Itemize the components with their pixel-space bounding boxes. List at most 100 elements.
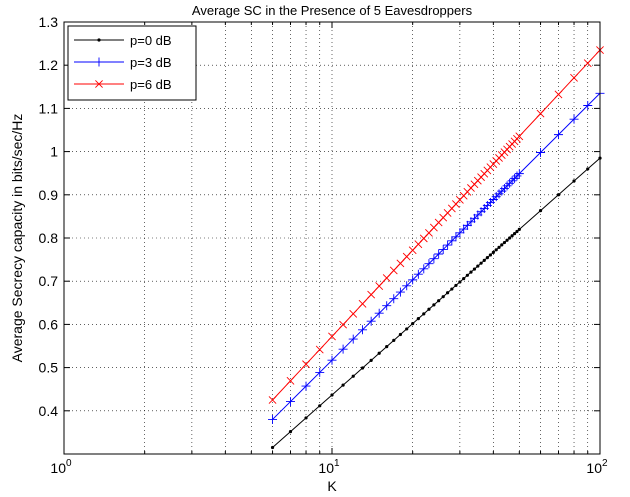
data-point bbox=[268, 396, 277, 404]
data-point bbox=[341, 383, 345, 387]
data-point bbox=[469, 270, 473, 274]
series-p-6-db bbox=[268, 46, 604, 404]
data-point bbox=[517, 227, 521, 231]
data-point bbox=[583, 100, 593, 110]
data-point bbox=[488, 253, 493, 257]
data-point bbox=[385, 345, 389, 349]
data-point bbox=[586, 167, 590, 171]
data-point bbox=[358, 325, 368, 335]
data-point bbox=[476, 264, 480, 268]
data-point bbox=[491, 250, 495, 254]
data-point bbox=[270, 445, 275, 450]
data-point bbox=[95, 80, 103, 88]
data-point bbox=[447, 236, 457, 246]
data-point bbox=[538, 209, 543, 213]
data-point bbox=[438, 244, 448, 254]
y-tick-label: 0.7 bbox=[39, 273, 59, 289]
x-tick-labels: 100 101 102 bbox=[50, 458, 608, 476]
data-point bbox=[429, 254, 439, 264]
y-tick-label: 0.6 bbox=[39, 316, 59, 332]
data-point bbox=[454, 283, 458, 288]
data-point bbox=[465, 273, 469, 277]
legend-label: p=6 dB bbox=[130, 77, 172, 92]
data-point bbox=[338, 344, 348, 354]
data-point bbox=[462, 220, 472, 230]
data-point bbox=[348, 334, 358, 344]
data-point bbox=[408, 275, 418, 285]
legend: p=0 dB p=3 dB p=6 dB bbox=[67, 25, 197, 101]
data-point bbox=[422, 312, 426, 316]
data-point bbox=[288, 430, 293, 434]
data-point bbox=[510, 234, 514, 238]
x-tick-label: 101 bbox=[318, 458, 340, 476]
data-point bbox=[455, 228, 465, 238]
y-tick-label: 0.4 bbox=[39, 403, 59, 419]
data-point bbox=[302, 360, 310, 369]
data-point bbox=[360, 366, 365, 370]
data-point bbox=[351, 374, 355, 378]
data-point bbox=[443, 240, 453, 250]
data-point bbox=[375, 282, 384, 290]
data-point bbox=[427, 307, 431, 311]
y-tick-label: 0.5 bbox=[39, 360, 59, 376]
data-point bbox=[396, 259, 405, 268]
x-axis-label: K bbox=[327, 478, 337, 494]
data-point bbox=[301, 381, 311, 391]
data-point bbox=[536, 109, 545, 118]
data-point bbox=[339, 320, 348, 329]
y-tick-label: 1 bbox=[50, 144, 58, 160]
data-point bbox=[97, 38, 101, 42]
data-point bbox=[437, 299, 441, 303]
data-point bbox=[510, 173, 520, 183]
data-point bbox=[369, 358, 373, 362]
data-point bbox=[389, 266, 398, 275]
data-point bbox=[413, 269, 423, 279]
data-point bbox=[367, 290, 376, 299]
legend-item: p=0 dB bbox=[74, 33, 172, 48]
y-axis-label: Average Secrecy capacity in bits/sec/Hz bbox=[9, 114, 25, 363]
data-point bbox=[268, 414, 278, 424]
data-point bbox=[466, 217, 476, 227]
data-point bbox=[502, 240, 507, 245]
data-point bbox=[382, 301, 392, 311]
data-point bbox=[515, 132, 524, 141]
data-point bbox=[392, 338, 396, 342]
data-point bbox=[402, 252, 411, 261]
data-point bbox=[411, 322, 415, 326]
data-point bbox=[389, 294, 399, 304]
series-p-3-db bbox=[268, 88, 605, 424]
data-point bbox=[382, 274, 391, 282]
data-point bbox=[358, 299, 367, 308]
data-point bbox=[446, 291, 450, 295]
data-point bbox=[402, 281, 412, 291]
series-layer bbox=[268, 46, 605, 450]
data-point bbox=[441, 295, 445, 299]
data-point bbox=[515, 229, 519, 234]
data-point bbox=[304, 416, 308, 420]
data-point bbox=[330, 393, 334, 397]
data-point bbox=[482, 258, 486, 262]
grid bbox=[64, 22, 600, 454]
x-tick-label: 102 bbox=[586, 458, 608, 476]
data-point bbox=[349, 309, 358, 318]
data-point bbox=[554, 90, 563, 99]
legend-item: p=6 dB bbox=[74, 77, 172, 92]
data-point bbox=[512, 231, 517, 236]
data-point bbox=[569, 114, 579, 124]
data-point bbox=[424, 259, 434, 269]
y-tick-label: 0.9 bbox=[39, 187, 59, 203]
data-point bbox=[497, 245, 501, 249]
legend-item: p=3 dB bbox=[74, 55, 172, 70]
data-point bbox=[416, 317, 420, 321]
chart-title: Average SC in the Presence of 5 Eavesdro… bbox=[192, 3, 473, 18]
data-point bbox=[553, 130, 563, 140]
data-point bbox=[479, 261, 483, 265]
data-point bbox=[512, 171, 522, 181]
data-point bbox=[434, 249, 444, 259]
data-point bbox=[94, 57, 104, 67]
data-point bbox=[472, 267, 477, 271]
data-point bbox=[328, 332, 336, 341]
legend-box bbox=[67, 25, 197, 101]
data-point bbox=[500, 243, 504, 247]
y-tick-label: 1.2 bbox=[39, 57, 59, 73]
